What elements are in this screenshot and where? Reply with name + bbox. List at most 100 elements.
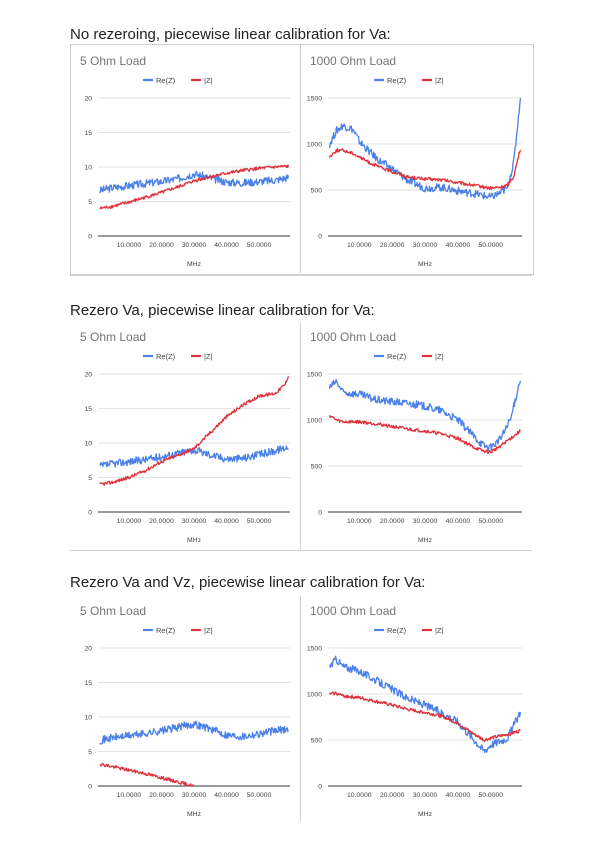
x-tick-label: 10.0000	[117, 792, 142, 799]
series-line-absz	[329, 691, 521, 743]
section-2-bottom-line	[70, 550, 532, 551]
x-tick-label: 20.0000	[149, 518, 174, 525]
y-tick-label: 0	[88, 784, 92, 791]
y-tick-label: 0	[88, 234, 92, 241]
x-axis-title: MHz	[418, 537, 433, 544]
series-line-absz	[328, 148, 522, 191]
x-tick-label: 10.0000	[347, 518, 372, 525]
legend-label-absz: |Z|	[204, 352, 213, 361]
x-tick-label: 20.0000	[149, 242, 174, 249]
legend-label-rez: Re(Z)	[387, 76, 407, 85]
x-axis-title: MHz	[418, 261, 433, 268]
chart-title: 5 Ohm Load	[80, 330, 146, 344]
y-tick-label: 500	[311, 738, 323, 745]
chart-3-5-ohm: 5 Ohm Load Re(Z) |Z| 0 5 10 15 20 10.0000 20.0000…	[80, 604, 290, 818]
x-tick-label: 50.0000	[478, 242, 503, 249]
y-tick-label: 15	[84, 406, 92, 413]
y-tick-label: 15	[84, 130, 92, 137]
series-line-absz	[99, 376, 290, 486]
x-tick-label: 20.0000	[380, 792, 405, 799]
y-tick-label: 1000	[307, 692, 322, 699]
chart-2-1000-ohm: 1000 Ohm Load Re(Z) |Z| 0 500 1000 1500 10.0000…	[307, 330, 522, 544]
legend-label-absz: |Z|	[435, 626, 444, 635]
y-tick-label: 1500	[307, 646, 322, 653]
y-tick-label: 1500	[307, 96, 322, 103]
x-tick-label: 10.0000	[117, 242, 142, 249]
chart-3-1000-ohm: 1000 Ohm Load Re(Z) |Z| 0 500 1000 1500 10.0000…	[307, 604, 522, 818]
x-axis-title: MHz	[187, 537, 202, 544]
chart-2-5-ohm: 5 Ohm Load Re(Z) |Z| 0 5 10 15 20 10.0000 20.0000…	[80, 330, 290, 544]
legend-label-absz: |Z|	[204, 626, 213, 635]
series-line-absz	[99, 762, 195, 787]
x-tick-label: 20.0000	[380, 518, 405, 525]
section-title-2: Rezero Va, piecewise linear calibration …	[70, 302, 375, 319]
legend-label-rez: Re(Z)	[156, 76, 176, 85]
x-tick-label: 10.0000	[117, 518, 142, 525]
legend-label-absz: |Z|	[435, 352, 444, 361]
y-tick-label: 1500	[307, 372, 322, 379]
y-tick-label: 5	[88, 749, 92, 756]
x-tick-label: 40.0000	[446, 792, 471, 799]
x-tick-label: 10.0000	[347, 792, 372, 799]
x-tick-label: 40.0000	[214, 518, 239, 525]
section-1-bottom-line	[70, 275, 532, 276]
y-tick-label: 15	[84, 680, 92, 687]
x-axis-title: MHz	[418, 811, 433, 818]
section-1-divider	[300, 44, 301, 273]
y-tick-label: 5	[88, 475, 92, 482]
y-tick-label: 500	[311, 188, 323, 195]
chart-title: 1000 Ohm Load	[310, 604, 396, 618]
y-tick-label: 20	[84, 372, 92, 379]
y-tick-label: 5	[88, 199, 92, 206]
y-tick-label: 1000	[307, 142, 322, 149]
series-line-absz	[328, 415, 521, 454]
x-tick-label: 50.0000	[247, 242, 272, 249]
legend-label-absz: |Z|	[204, 76, 213, 85]
section-title-3: Rezero Va and Vz, piecewise linear calib…	[70, 574, 426, 591]
x-tick-label: 30.0000	[182, 242, 207, 249]
series-line-rez	[328, 655, 522, 754]
chart-1-5-ohm: 5 Ohm Load Re(Z) |Z| 0 5 10 15 20 10.0000 20.0000…	[80, 54, 290, 268]
x-tick-label: 50.0000	[478, 792, 503, 799]
chart-title: 5 Ohm Load	[80, 604, 146, 618]
y-tick-label: 0	[318, 234, 322, 241]
series-line-rez	[99, 170, 290, 194]
x-tick-label: 50.0000	[247, 518, 272, 525]
y-tick-label: 0	[318, 784, 322, 791]
x-tick-label: 30.0000	[182, 518, 207, 525]
chart-title: 1000 Ohm Load	[310, 54, 396, 68]
y-tick-label: 500	[311, 464, 323, 471]
x-tick-label: 30.0000	[413, 792, 438, 799]
y-tick-label: 10	[84, 441, 92, 448]
section-1-frame	[70, 44, 534, 275]
y-tick-label: 10	[84, 715, 92, 722]
x-tick-label: 50.0000	[478, 518, 503, 525]
series-line-rez	[328, 97, 522, 200]
series-line-absz	[99, 164, 290, 210]
x-tick-label: 40.0000	[214, 242, 239, 249]
x-tick-label: 20.0000	[380, 242, 405, 249]
legend-label-rez: Re(Z)	[387, 352, 407, 361]
x-axis-title: MHz	[187, 261, 202, 268]
x-tick-label: 50.0000	[247, 792, 272, 799]
chart-title: 5 Ohm Load	[80, 54, 146, 68]
section-2-divider	[300, 322, 301, 550]
x-tick-label: 40.0000	[446, 242, 471, 249]
y-tick-label: 10	[84, 165, 92, 172]
legend-label-rez: Re(Z)	[156, 352, 176, 361]
x-tick-label: 30.0000	[413, 518, 438, 525]
y-tick-label: 1000	[307, 418, 322, 425]
y-tick-label: 0	[318, 510, 322, 517]
x-tick-label: 20.0000	[149, 792, 174, 799]
x-tick-label: 30.0000	[413, 242, 438, 249]
x-axis-title: MHz	[187, 811, 202, 818]
chart-1-1000-ohm: 1000 Ohm Load Re(Z) |Z| 0 500 1000 1500 10.0000…	[307, 54, 522, 268]
y-tick-label: 0	[88, 510, 92, 517]
series-line-rez	[328, 379, 522, 452]
chart-title: 1000 Ohm Load	[310, 330, 396, 344]
legend-label-rez: Re(Z)	[156, 626, 176, 635]
x-tick-label: 30.0000	[182, 792, 207, 799]
x-tick-label: 10.0000	[347, 242, 372, 249]
y-tick-label: 20	[84, 96, 92, 103]
series-line-rez	[99, 445, 289, 468]
